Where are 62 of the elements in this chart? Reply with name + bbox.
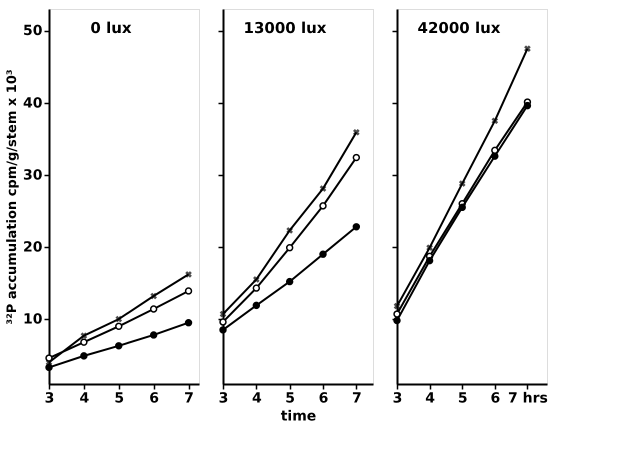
y-axis-title: ³²P accumulation cpm/g/stem x 10³ [5,69,20,325]
point [286,244,294,252]
x-tick-label: 5 [458,390,468,406]
x-tick-label: 7 [352,390,362,406]
point [184,319,192,326]
text: 0 lux [90,19,132,37]
point [426,244,433,252]
point [286,278,294,286]
point [150,331,158,339]
point [115,322,122,330]
point [115,342,122,350]
y-tick-label: 20 [23,239,43,256]
point [45,354,53,362]
point [252,284,260,292]
x-tick-label: 6 [318,390,328,406]
x-tick-label: 4 [252,390,262,406]
point [115,316,122,322]
point [253,276,260,283]
point [150,292,157,300]
point [458,204,466,212]
x-axis-title: time [280,408,316,424]
text: 13000 lux [244,19,327,37]
point [426,256,434,264]
x-tick-label: 5 [285,390,296,406]
y-tick-label: 10 [23,312,43,328]
x-tick-label: 6 [490,390,500,406]
point [80,352,88,360]
point [252,302,260,310]
x-tick-label: 4 [80,390,90,406]
x-tick-label: 6 [149,390,160,406]
x-tick-label: 3 [218,390,228,406]
point [219,326,227,334]
point [185,271,192,278]
y-tick-label: 40 [23,95,43,112]
point [353,128,360,136]
x-tick-label: 7 hrs [508,390,548,406]
point [524,45,531,52]
point [524,102,532,110]
point [394,302,400,310]
point [220,310,226,318]
point [492,117,498,124]
x-tick-label: 3 [392,390,402,406]
point [184,287,192,295]
point [352,154,360,162]
point [491,152,499,160]
text: 42000 lux [418,19,501,37]
x-tick-label: 4 [425,390,436,406]
point [319,250,327,258]
point [80,332,88,340]
x-tick-label: 7 [184,390,194,406]
point [352,223,360,230]
point [319,202,327,210]
x-tick-label: 3 [44,390,54,406]
point [458,180,466,187]
point [286,227,293,234]
x-tick-label: 5 [114,390,124,406]
point [320,185,326,192]
point [150,305,158,313]
y-tick-label: 50 [23,23,43,40]
point [45,364,53,372]
point [80,338,88,346]
y-tick-label: 30 [23,167,43,184]
